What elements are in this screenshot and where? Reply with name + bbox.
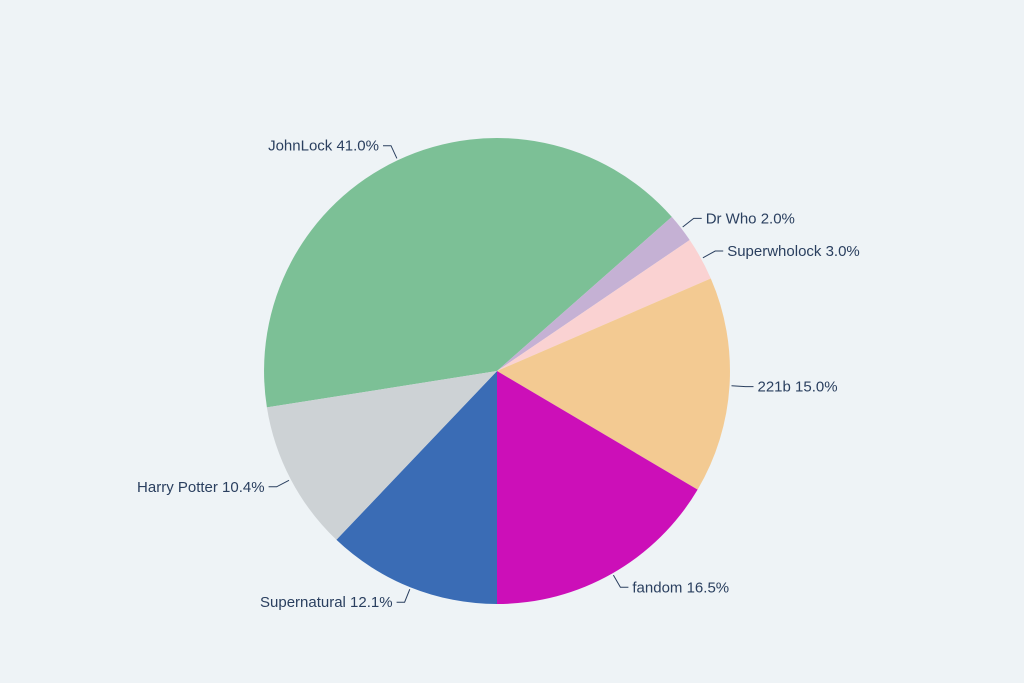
slice-label-supernatural: Supernatural 12.1% [260, 594, 393, 611]
leader-line-johnlock [383, 145, 398, 159]
pie-slice-harry-potter[interactable] [266, 371, 497, 540]
pie-slice-superwholock[interactable] [497, 240, 711, 371]
slice-label-dr-who: Dr Who 2.0% [706, 210, 795, 227]
pie-slice-dr-who[interactable] [497, 216, 690, 371]
pie-slice-fandom[interactable] [497, 371, 698, 604]
leader-line-fandom [612, 574, 629, 588]
leader-line-dr-who [682, 217, 702, 228]
pie-slice-supernatural[interactable] [336, 371, 497, 604]
pie-slice-221b[interactable] [497, 278, 730, 490]
slice-label-superwholock: Superwholock 3.0% [727, 243, 860, 260]
slice-label-221b: 221b 15.0% [758, 379, 838, 396]
pie-slice-johnlock[interactable] [264, 138, 672, 408]
leader-line-harry-potter [268, 479, 290, 488]
leader-line-superwholock [702, 250, 724, 259]
leader-line-221b [731, 385, 754, 388]
slice-label-harry-potter: Harry Potter 10.4% [137, 479, 265, 496]
slice-label-fandom: fandom 16.5% [632, 579, 729, 596]
leader-line-supernatural [396, 589, 411, 603]
slice-label-johnlock: JohnLock 41.0% [268, 138, 379, 155]
